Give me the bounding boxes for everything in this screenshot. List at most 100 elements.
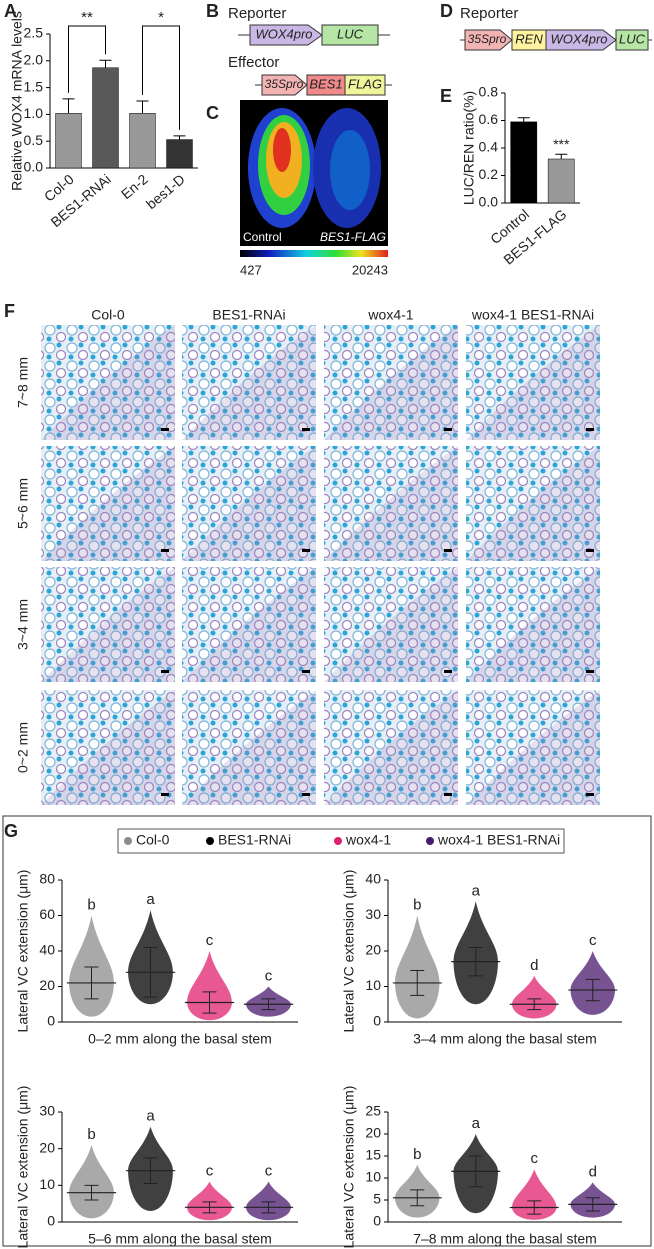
micrograph <box>182 446 316 561</box>
panel-label: C <box>206 103 219 123</box>
signal <box>273 128 291 172</box>
scale-bar <box>161 549 169 552</box>
micrograph <box>41 567 175 682</box>
image-label: BES1-FLAG <box>320 230 386 244</box>
sd-bar <box>202 1201 217 1214</box>
y-tick-label: 10 <box>365 977 381 993</box>
bar <box>166 139 193 169</box>
scale-bar <box>302 670 310 673</box>
dot-cloud <box>69 915 114 1017</box>
sd-bar <box>468 1155 483 1188</box>
tissue-overlay <box>41 446 175 561</box>
scale-bar <box>302 549 310 552</box>
y-tick-label: 20 <box>39 977 55 993</box>
image-c: Control BES1-FLAG 427 20243 <box>240 100 388 277</box>
sd-bar <box>143 946 158 998</box>
y-tick-label: 0.4 <box>479 139 499 155</box>
sd-bar <box>261 1201 276 1214</box>
legend-frame <box>117 828 565 854</box>
element-label: WOX4pro <box>550 31 607 46</box>
y-tick-label: 1.0 <box>24 105 44 121</box>
micrograph <box>41 446 175 561</box>
error-bar <box>173 135 186 140</box>
bar <box>92 67 119 169</box>
significance-bracket <box>68 25 106 93</box>
tag <box>344 74 386 96</box>
column-header: Col-0 <box>91 307 125 323</box>
tissue-overlay <box>466 690 600 805</box>
micrograph <box>41 690 175 805</box>
x-tick-label: bes1-D <box>143 171 188 212</box>
significance-letter: a <box>472 882 481 899</box>
micrograph <box>182 567 316 682</box>
y-tick-label: 10 <box>365 1169 381 1185</box>
sd-bar <box>143 1157 158 1184</box>
dot-cloud <box>69 1145 114 1219</box>
scale-bar <box>161 793 169 796</box>
panel-g-frame <box>2 815 652 1247</box>
y-tick-label: 0 <box>373 1213 381 1229</box>
scale-bar <box>586 670 594 673</box>
y-tick-label: 0 <box>373 1013 381 1029</box>
dot-cloud <box>187 1181 232 1221</box>
sd-bar <box>468 946 483 977</box>
gene <box>615 29 649 51</box>
tissue-overlay <box>466 567 600 682</box>
significance-bracket <box>142 25 180 130</box>
significance-letter: b <box>413 1146 421 1163</box>
row-label: 3~4 mm <box>15 599 31 650</box>
element-label: WOX4pro <box>255 26 312 41</box>
y-axis-label: Lateral VC extension (μm) <box>15 870 31 1033</box>
panel-label: F <box>4 301 15 321</box>
promoter <box>249 24 323 46</box>
dot-cloud <box>512 975 557 1019</box>
y-tick-label: 40 <box>365 871 381 887</box>
legend: Col-0 BES1-RNAi wox4-1 wox4-1 BES1-RNAi <box>124 832 560 848</box>
chart: 0 10 20 30 Lateral VC extension (μm) 5–6 mm a… <box>15 1086 298 1248</box>
gene <box>321 24 379 46</box>
y-tick-label: 15 <box>365 1147 381 1163</box>
significance-letter: b <box>87 896 95 913</box>
x-axis-label: 3–4 mm along the basal stem <box>413 1031 597 1047</box>
legend-label: Col-0 <box>136 832 170 848</box>
element-label: FLAG <box>348 76 382 91</box>
tissue-overlay <box>41 567 175 682</box>
scale-bar <box>161 428 169 431</box>
significance-letter: c <box>589 932 597 949</box>
y-tick-label: 20 <box>39 1139 55 1155</box>
construct-label: Reporter <box>228 5 286 22</box>
y-tick-label: 60 <box>39 906 55 922</box>
legend-marker <box>124 837 132 845</box>
y-tick-label: 5 <box>373 1191 381 1207</box>
chart: 0 10 20 30 40 Lateral VC extension (μm) 3–4 mm… <box>341 870 622 1047</box>
scale-bar <box>302 428 310 431</box>
legend-label: BES1-RNAi <box>218 832 291 848</box>
significance-letter: a <box>146 891 155 908</box>
dot-cloud <box>395 915 440 1019</box>
y-tick-label: 80 <box>39 871 55 887</box>
scale-label: 427 <box>240 262 262 277</box>
micrograph <box>182 690 316 805</box>
legend-marker <box>206 837 214 845</box>
column-header: BES1-RNAi <box>212 307 285 323</box>
legend-marker <box>334 837 342 845</box>
panel-labels: A B C D E F G <box>4 1 453 841</box>
micrograph <box>466 446 600 561</box>
signal <box>330 130 370 210</box>
significance: ** <box>81 9 93 26</box>
legend-label: wox4-1 <box>345 832 391 848</box>
bar <box>55 113 82 169</box>
micrograph <box>466 690 600 805</box>
panel-label: A <box>4 1 17 21</box>
bar <box>510 121 538 204</box>
y-tick-label: 0.5 <box>24 132 44 148</box>
y-tick-label: 0 <box>47 1213 55 1229</box>
row-label: 7~8 mm <box>15 357 31 408</box>
y-tick-label: 20 <box>365 942 381 958</box>
sd-bar <box>527 1200 542 1215</box>
micrograph <box>466 567 600 682</box>
promoter <box>261 74 308 96</box>
